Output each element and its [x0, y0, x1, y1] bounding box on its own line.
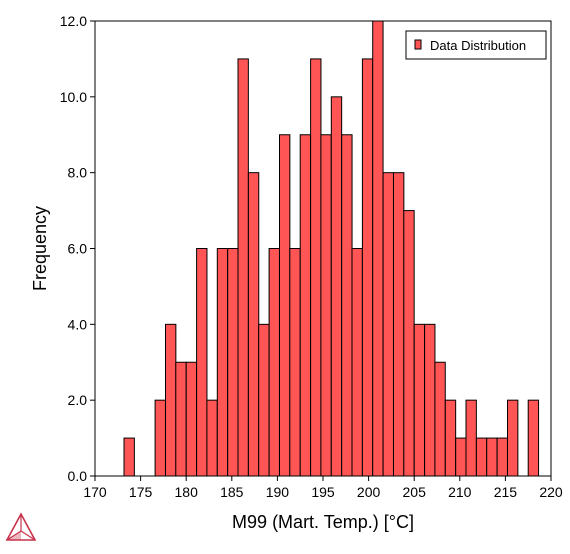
legend: Data Distribution	[405, 30, 547, 60]
histogram-bar	[507, 399, 519, 477]
histogram-bar	[424, 323, 436, 477]
x-tick-label: 220	[539, 484, 563, 500]
histogram-bar	[123, 437, 135, 477]
y-tick-label: 12.0	[60, 13, 87, 29]
histogram-bar	[196, 248, 208, 477]
histogram-bar	[185, 361, 198, 477]
y-tick-label: 4.0	[68, 316, 88, 332]
histogram-bar	[330, 96, 343, 477]
histogram-bar	[475, 437, 488, 477]
x-tick-label: 170	[83, 484, 107, 500]
histogram-bar	[455, 437, 467, 477]
histogram-bar	[175, 361, 187, 477]
logo-triangle	[5, 512, 37, 541]
histogram-bar	[310, 58, 322, 477]
plot-frame	[94, 20, 552, 477]
y-tick-label: 2.0	[68, 392, 88, 408]
histogram-bar	[268, 248, 280, 477]
logo-shade	[7, 531, 21, 540]
legend-box	[405, 30, 547, 60]
histogram-bar	[444, 399, 457, 477]
histogram-bar	[320, 134, 332, 477]
x-tick-label: 195	[311, 484, 335, 500]
y-tick-label: 8.0	[68, 165, 88, 181]
y-tick-label: 6.0	[68, 241, 88, 257]
y-tick-label: 0.0	[68, 468, 88, 484]
histogram-bar	[299, 134, 312, 477]
histogram-bar	[382, 172, 394, 477]
x-tick-label: 215	[494, 484, 518, 500]
ticks-group: 170 175 180 185 190 195 200 205 210 215 220 0.0 2.0 4…	[60, 13, 563, 500]
x-tick-label: 175	[129, 484, 153, 500]
x-tick-label: 190	[266, 484, 290, 500]
logo-spoke	[20, 530, 36, 541]
logo-spoke	[6, 530, 22, 541]
y-axis-title: Frequency	[30, 206, 50, 291]
histogram-bar	[393, 172, 405, 477]
histogram-bar	[227, 248, 239, 477]
x-tick-label: 185	[220, 484, 244, 500]
histogram-bar	[237, 58, 249, 477]
histogram-bar	[372, 20, 384, 477]
histogram-bar	[165, 323, 177, 477]
x-tick-label: 200	[357, 484, 381, 500]
histogram-bar	[289, 248, 301, 477]
histogram-bar	[434, 361, 446, 477]
x-axis-title: M99 (Mart. Temp.) [°C]	[232, 512, 414, 532]
histogram-bar	[496, 437, 508, 477]
histogram-bar	[413, 323, 426, 477]
histogram-bar	[465, 399, 477, 477]
histogram-bar	[341, 134, 353, 477]
thermo-calc-logo-icon	[5, 512, 37, 541]
histogram-bar	[206, 399, 218, 477]
histogram-bar	[279, 134, 291, 477]
histogram-bar	[403, 210, 415, 477]
histogram-bar	[216, 248, 229, 477]
histogram-bar	[247, 172, 260, 477]
histogram-bar	[258, 323, 270, 477]
x-tick-label: 205	[403, 484, 427, 500]
legend-swatch	[414, 39, 422, 50]
bars-group	[123, 20, 540, 477]
histogram-bar	[154, 399, 166, 477]
y-tick-label: 10.0	[60, 89, 87, 105]
histogram-bar	[351, 248, 363, 477]
histogram-bar	[486, 437, 498, 477]
x-tick-label: 210	[448, 484, 472, 500]
legend-label: Data Distribution	[430, 38, 526, 53]
histogram-bar	[361, 58, 374, 477]
x-tick-label: 180	[175, 484, 199, 500]
histogram-bar	[527, 399, 540, 477]
